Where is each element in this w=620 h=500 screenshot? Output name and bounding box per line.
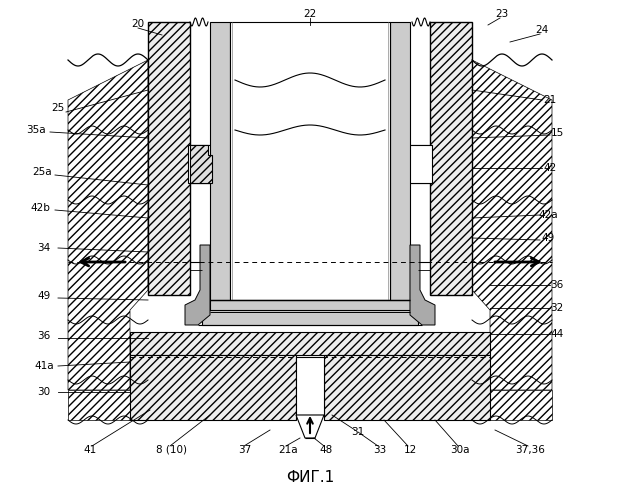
Polygon shape <box>472 60 552 390</box>
Text: 34: 34 <box>37 243 51 253</box>
Polygon shape <box>210 300 410 315</box>
Polygon shape <box>472 390 552 420</box>
Text: 30a: 30a <box>450 445 470 455</box>
Text: 33: 33 <box>373 445 387 455</box>
Polygon shape <box>190 145 212 183</box>
Polygon shape <box>68 390 148 420</box>
Polygon shape <box>324 355 490 420</box>
Text: 12: 12 <box>404 445 417 455</box>
Text: 24: 24 <box>536 25 549 35</box>
Text: 31: 31 <box>352 427 365 437</box>
Text: 36: 36 <box>37 331 51 341</box>
Polygon shape <box>410 245 435 325</box>
Polygon shape <box>148 22 190 295</box>
Polygon shape <box>130 332 490 355</box>
Text: 42a: 42a <box>538 210 558 220</box>
Text: 42: 42 <box>543 163 557 173</box>
Polygon shape <box>202 310 418 325</box>
Polygon shape <box>296 415 324 438</box>
Polygon shape <box>190 145 212 183</box>
Polygon shape <box>130 355 296 420</box>
Text: 20: 20 <box>131 19 144 29</box>
Text: 36: 36 <box>551 280 564 290</box>
Text: 30: 30 <box>37 387 51 397</box>
Polygon shape <box>188 145 212 183</box>
Text: 25a: 25a <box>32 167 52 177</box>
Text: 15: 15 <box>551 128 564 138</box>
Text: 21: 21 <box>543 95 557 105</box>
Polygon shape <box>68 60 148 390</box>
Polygon shape <box>408 145 432 183</box>
Text: 32: 32 <box>551 303 564 313</box>
Text: 42b: 42b <box>30 203 50 213</box>
Text: 8 (10): 8 (10) <box>156 445 187 455</box>
Text: 22: 22 <box>303 9 317 19</box>
Text: ФИГ.1: ФИГ.1 <box>286 470 334 486</box>
Text: 37,36: 37,36 <box>515 445 545 455</box>
Text: 21a: 21a <box>278 445 298 455</box>
Text: 44: 44 <box>551 329 564 339</box>
Polygon shape <box>296 357 324 415</box>
Text: 49: 49 <box>37 291 51 301</box>
Polygon shape <box>230 22 390 300</box>
Polygon shape <box>408 145 430 183</box>
Text: 37: 37 <box>238 445 252 455</box>
Text: 35a: 35a <box>26 125 46 135</box>
Text: 23: 23 <box>495 9 508 19</box>
Text: 41: 41 <box>83 445 97 455</box>
Polygon shape <box>390 22 410 305</box>
Text: 49: 49 <box>541 233 555 243</box>
Polygon shape <box>430 22 472 295</box>
Text: 25: 25 <box>51 103 64 113</box>
Text: 41a: 41a <box>34 361 54 371</box>
Polygon shape <box>210 22 230 305</box>
Polygon shape <box>185 245 210 325</box>
Text: 48: 48 <box>319 445 332 455</box>
